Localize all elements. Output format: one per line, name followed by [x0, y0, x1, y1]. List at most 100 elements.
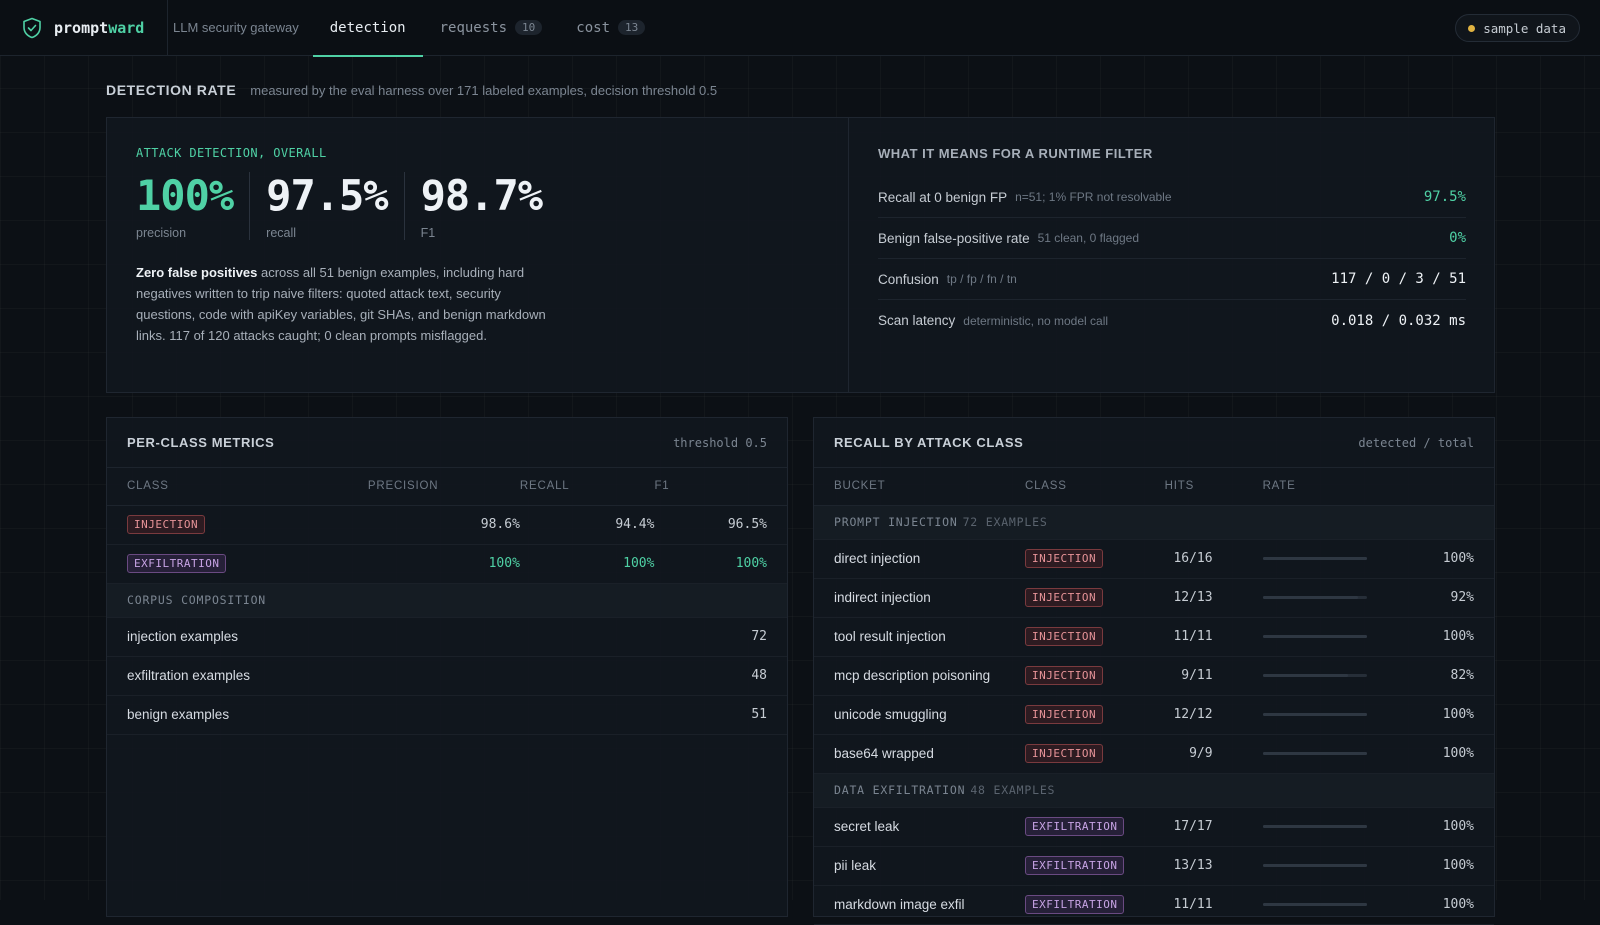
rate-cell: 100%	[1402, 695, 1494, 735]
runtime-filter-panel: WHAT IT MEANS FOR A RUNTIME FILTER Recal…	[849, 118, 1494, 392]
rate-bar	[1262, 752, 1367, 755]
column-header[interactable]: RATE	[1252, 468, 1494, 506]
precision-label: precision	[136, 226, 187, 240]
runtime-row-note: 51 clean, 0 flagged	[1037, 231, 1140, 245]
column-header[interactable]: HITS	[1164, 468, 1253, 506]
table-row[interactable]: unicode smuggling INJECTION 12/12 100%	[814, 695, 1494, 735]
class-tag: INJECTION	[127, 515, 206, 534]
table-row[interactable]: base64 wrapped INJECTION 9/9 100%	[814, 734, 1494, 774]
column-header[interactable]: CLASS	[1024, 468, 1165, 506]
class-tag: INJECTION	[1024, 666, 1104, 685]
runtime-row-label: Recall at 0 benign FP	[878, 189, 1008, 205]
f1-cell: 100%	[654, 544, 787, 584]
column-header[interactable]: RECALL	[519, 468, 655, 506]
runtime-list: Recall at 0 benign FP n=51; 1% FPR not r…	[878, 177, 1466, 341]
rate-cell: 100%	[1402, 617, 1494, 657]
bucket-group-header: PROMPT INJECTION 72 EXAMPLES	[814, 505, 1494, 540]
threshold-label: threshold 0.5	[673, 435, 767, 450]
rate-bar-fill	[1262, 903, 1367, 906]
column-header[interactable]: PRECISION	[367, 468, 520, 506]
hits-cell: 12/12	[1164, 695, 1253, 735]
rate-cell: 92%	[1402, 578, 1494, 618]
table-row[interactable]: indirect injection INJECTION 12/13 92%	[814, 578, 1494, 618]
rate-bar	[1262, 557, 1367, 560]
class-tag: INJECTION	[1024, 627, 1104, 646]
runtime-row-label: Confusion	[878, 271, 939, 287]
tab-label: detection	[329, 19, 406, 36]
hits-cell: 9/9	[1164, 734, 1253, 774]
panel-legend: detected / total	[1358, 435, 1474, 450]
table-row[interactable]: tool result injection INJECTION 11/11 100%	[814, 617, 1494, 657]
column-header[interactable]: BUCKET	[814, 468, 1025, 506]
rate-bar-cell	[1252, 807, 1403, 847]
column-header[interactable]: CLASS	[107, 468, 368, 506]
rate-bar-cell	[1252, 695, 1403, 735]
hits-cell: 12/13	[1164, 578, 1253, 618]
table-row[interactable]: mcp description poisoning INJECTION 9/11 82…	[814, 656, 1494, 696]
rate-cell: 100%	[1402, 539, 1494, 579]
bucket-cell: base64 wrapped	[814, 734, 1025, 774]
table-row[interactable]: markdown image exfil EXFILTRATION 11/11 100…	[814, 885, 1494, 925]
rate-bar	[1262, 635, 1367, 638]
table-row[interactable]: direct injection INJECTION 16/16 100%	[814, 539, 1494, 579]
bucket-cell: pii leak	[814, 846, 1025, 886]
precision-value: 100%	[136, 171, 234, 220]
sample-data-badge[interactable]: sample data	[1455, 14, 1580, 42]
group-count: 72 EXAMPLES	[962, 515, 1048, 529]
class-tag: INJECTION	[1024, 588, 1104, 607]
tab-count-badge: 10	[515, 20, 543, 35]
table-row[interactable]: pii leak EXFILTRATION 13/13 100%	[814, 846, 1494, 886]
tab-label: cost	[576, 19, 610, 36]
per-class-metrics-panel: PER-CLASS METRICS threshold 0.5 CLASS PR…	[106, 417, 788, 917]
class-tag: EXFILTRATION	[127, 554, 227, 573]
class-cell: INJECTION	[1024, 734, 1165, 774]
tab-requests[interactable]: requests 10	[423, 0, 560, 56]
recall-stat: 97.5% recall	[249, 172, 403, 240]
rate-bar-cell	[1252, 578, 1403, 618]
recall-label: recall	[266, 226, 297, 240]
table-row[interactable]: EXFILTRATION 100% 100% 100%	[107, 544, 787, 584]
rate-cell: 100%	[1402, 734, 1494, 774]
rate-bar	[1262, 674, 1367, 677]
status-dot-icon	[1468, 24, 1476, 32]
brand[interactable]: promptward	[0, 0, 168, 56]
class-cell: INJECTION	[1024, 578, 1165, 618]
bucket-cell: markdown image exfil	[814, 885, 1025, 925]
runtime-row: Recall at 0 benign FP n=51; 1% FPR not r…	[878, 177, 1466, 218]
table-row[interactable]: secret leak EXFILTRATION 17/17 100%	[814, 807, 1494, 847]
column-header[interactable]: F1	[654, 468, 787, 506]
section-subtitle: measured by the eval harness over 171 la…	[250, 83, 718, 98]
hits-cell: 9/11	[1164, 656, 1253, 696]
rate-bar-cell	[1252, 846, 1403, 886]
rate-bar-cell	[1252, 734, 1403, 774]
precision-cell: 98.6%	[367, 505, 520, 545]
rate-bar	[1262, 825, 1367, 828]
rate-bar-fill	[1262, 825, 1367, 828]
rate-bar-cell	[1252, 617, 1403, 657]
tab-count-badge: 13	[618, 20, 646, 35]
corpus-count: 48	[654, 656, 787, 696]
table-row[interactable]: INJECTION 98.6% 94.4% 96.5%	[107, 505, 787, 545]
class-tag: INJECTION	[1024, 549, 1104, 568]
panel-header: RECALL BY ATTACK CLASS detected / total	[814, 418, 1494, 468]
corpus-count: 72	[654, 617, 787, 657]
bucket-cell: direct injection	[814, 539, 1025, 579]
class-tag: INJECTION	[1024, 744, 1104, 763]
recall-table-body: PROMPT INJECTION 72 EXAMPLES direct inject…	[814, 505, 1494, 925]
recall-value: 97.5%	[266, 171, 388, 220]
tab-cost[interactable]: cost 13	[559, 0, 662, 56]
rate-cell: 100%	[1402, 846, 1494, 886]
rate-cell: 82%	[1402, 656, 1494, 696]
hits-cell: 11/11	[1164, 885, 1253, 925]
group-count: 48 EXAMPLES	[970, 783, 1056, 797]
rate-bar	[1262, 903, 1367, 906]
class-cell: INJECTION	[1024, 617, 1165, 657]
panel-title: RECALL BY ATTACK CLASS	[834, 435, 1024, 450]
rate-bar-fill	[1262, 752, 1367, 755]
rate-bar	[1262, 596, 1367, 599]
runtime-row-label: Benign false-positive rate	[878, 230, 1030, 246]
tab-label: requests	[439, 19, 508, 36]
tab-detection[interactable]: detection	[312, 0, 423, 57]
rate-bar-fill	[1262, 596, 1359, 599]
class-tag: EXFILTRATION	[1024, 856, 1125, 875]
